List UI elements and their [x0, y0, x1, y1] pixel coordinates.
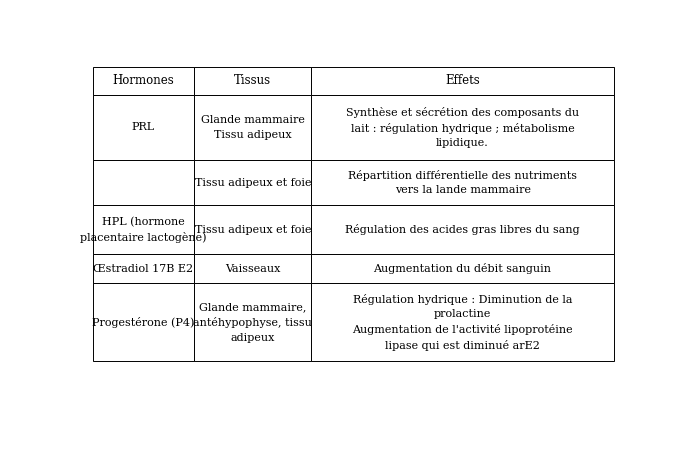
Bar	[92, 67, 194, 95]
Bar	[311, 254, 614, 283]
Text: Glande mammaire
Tissu adipeux: Glande mammaire Tissu adipeux	[201, 115, 305, 140]
Bar	[92, 205, 194, 254]
Bar	[92, 160, 194, 205]
Bar	[311, 205, 614, 254]
Text: Synthèse et sécrétion des composants du
lait : régulation hydrique ; métabolisme: Synthèse et sécrétion des composants du …	[346, 107, 579, 148]
Text: Œstradiol 17B E2: Œstradiol 17B E2	[93, 264, 194, 274]
Text: Progestérone (P4): Progestérone (P4)	[92, 317, 194, 328]
Text: Tissu adipeux et foie: Tissu adipeux et foie	[194, 225, 311, 235]
Text: Vaisseaux: Vaisseaux	[225, 264, 280, 274]
Text: Tissus: Tissus	[234, 74, 271, 87]
Bar	[311, 67, 614, 95]
Text: HPL (hormone
placentaire lactogène): HPL (hormone placentaire lactogène)	[80, 217, 207, 243]
Bar	[194, 283, 311, 361]
Bar	[194, 160, 311, 205]
Text: Régulation hydrique : Diminution de la
prolactine
Augmentation de l'activité lip: Régulation hydrique : Diminution de la p…	[352, 293, 573, 351]
Text: Régulation des acides gras libres du sang: Régulation des acides gras libres du san…	[345, 224, 580, 235]
Bar	[194, 254, 311, 283]
Text: Tissu adipeux et foie: Tissu adipeux et foie	[194, 178, 311, 188]
Text: Hormones: Hormones	[112, 74, 174, 87]
Bar	[194, 205, 311, 254]
Text: Glande mammaire,
antéhypophyse, tissu
adipeux: Glande mammaire, antéhypophyse, tissu ad…	[194, 302, 312, 343]
Bar	[311, 95, 614, 160]
Bar	[92, 95, 194, 160]
Text: PRL: PRL	[132, 122, 155, 132]
Bar	[311, 160, 614, 205]
Text: Augmentation du débit sanguin: Augmentation du débit sanguin	[373, 263, 552, 274]
Bar	[92, 254, 194, 283]
Text: Répartition différentielle des nutriments
vers la lande mammaire: Répartition différentielle des nutriment…	[348, 170, 577, 195]
Bar	[194, 67, 311, 95]
Bar	[92, 283, 194, 361]
Bar	[311, 283, 614, 361]
Bar	[194, 95, 311, 160]
Text: Effets: Effets	[445, 74, 480, 87]
